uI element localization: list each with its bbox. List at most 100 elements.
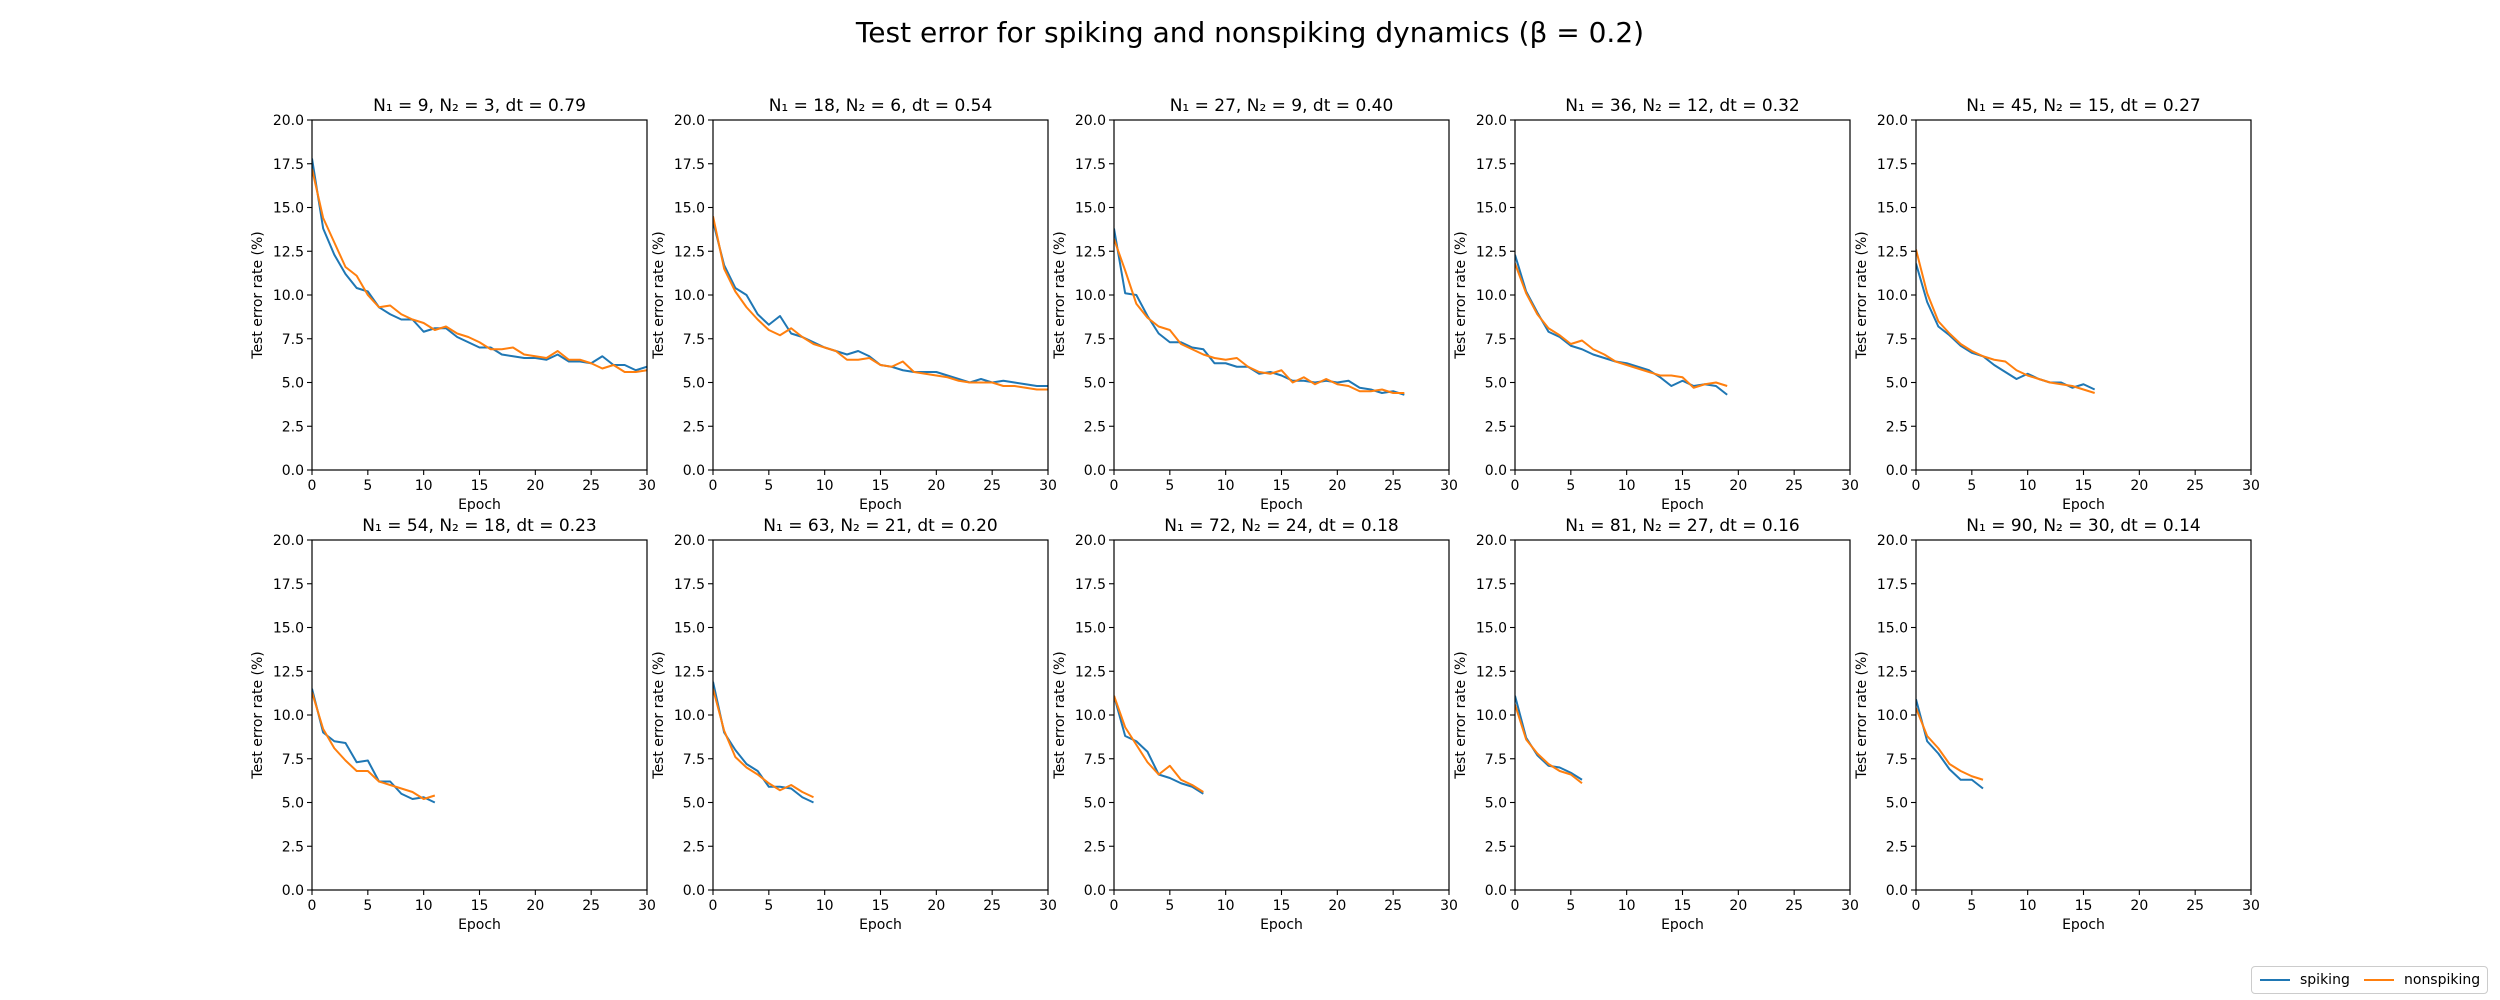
y-axis-label: Test error rate (%) bbox=[1052, 231, 1068, 359]
x-tick-label: 30 bbox=[2242, 898, 2260, 914]
subplot-title: N₁ = 90, N₂ = 30, dt = 0.14 bbox=[1966, 516, 2200, 536]
x-tick-label: 25 bbox=[1384, 478, 1402, 494]
series-line-nonspiking bbox=[1114, 695, 1204, 793]
series-line-nonspiking bbox=[713, 688, 814, 799]
axes-frame bbox=[712, 119, 1049, 471]
x-tick-label: 15 bbox=[872, 898, 890, 914]
y-tick-label: 17.5 bbox=[273, 157, 304, 173]
y-tick-label: 2.5 bbox=[683, 419, 705, 435]
x-axis-label: Epoch bbox=[1260, 497, 1303, 513]
x-tick-label: 20 bbox=[927, 478, 945, 494]
y-tick-label: 2.5 bbox=[1084, 839, 1106, 855]
y-tick-label: 15.0 bbox=[1476, 201, 1507, 217]
y-axis-label: Test error rate (%) bbox=[1854, 231, 1870, 359]
x-tick-label: 0 bbox=[1511, 478, 1520, 494]
y-tick-label: 17.5 bbox=[273, 577, 304, 593]
x-tick-label: 10 bbox=[415, 898, 433, 914]
x-tick-label: 20 bbox=[1729, 478, 1747, 494]
y-axis-label: Test error rate (%) bbox=[250, 651, 266, 779]
y-tick-label: 17.5 bbox=[1877, 157, 1908, 173]
y-tick-label: 10.0 bbox=[273, 288, 304, 304]
x-axis-label: Epoch bbox=[458, 497, 501, 513]
legend-label-nonspiking: nonspiking bbox=[2404, 972, 2481, 988]
y-tick-label: 0.0 bbox=[1485, 883, 1507, 899]
legend-item-nonspiking: nonspiking bbox=[2364, 970, 2480, 990]
x-tick-label: 5 bbox=[764, 478, 773, 494]
x-tick-label: 0 bbox=[1110, 898, 1119, 914]
y-tick-label: 5.0 bbox=[1084, 796, 1106, 812]
x-tick-label: 20 bbox=[1328, 898, 1346, 914]
series-line-spiking bbox=[312, 158, 647, 372]
x-tick-label: 20 bbox=[526, 898, 544, 914]
x-tick-label: 15 bbox=[471, 478, 489, 494]
x-tick-label: 5 bbox=[363, 478, 372, 494]
y-tick-label: 7.5 bbox=[282, 332, 304, 348]
x-tick-label: 0 bbox=[709, 898, 718, 914]
y-axis-label: Test error rate (%) bbox=[1453, 231, 1469, 359]
y-tick-label: 12.5 bbox=[1476, 664, 1507, 680]
x-axis-label: Epoch bbox=[1260, 917, 1303, 933]
series-line-nonspiking bbox=[312, 691, 436, 800]
y-tick-label: 5.0 bbox=[683, 796, 705, 812]
x-tick-label: 20 bbox=[526, 478, 544, 494]
y-tick-label: 20.0 bbox=[273, 533, 304, 549]
y-tick-label: 15.0 bbox=[1075, 201, 1106, 217]
x-tick-label: 15 bbox=[1273, 898, 1291, 914]
subplot-title: N₁ = 27, N₂ = 9, dt = 0.40 bbox=[1170, 96, 1394, 116]
y-tick-label: 5.0 bbox=[1485, 796, 1507, 812]
x-tick-label: 30 bbox=[638, 478, 656, 494]
y-tick-label: 15.0 bbox=[273, 201, 304, 217]
y-tick-label: 10.0 bbox=[1476, 708, 1507, 724]
x-tick-label: 20 bbox=[2130, 478, 2148, 494]
y-tick-label: 15.0 bbox=[1476, 621, 1507, 637]
y-tick-label: 5.0 bbox=[1084, 376, 1106, 392]
x-tick-label: 15 bbox=[2075, 898, 2093, 914]
y-tick-label: 2.5 bbox=[683, 839, 705, 855]
y-tick-label: 17.5 bbox=[1075, 157, 1106, 173]
x-tick-label: 25 bbox=[983, 478, 1001, 494]
x-tick-label: 5 bbox=[1967, 898, 1976, 914]
x-tick-label: 0 bbox=[709, 478, 718, 494]
x-tick-label: 0 bbox=[308, 478, 317, 494]
y-tick-label: 0.0 bbox=[683, 883, 705, 899]
x-tick-label: 15 bbox=[1674, 478, 1692, 494]
y-tick-label: 20.0 bbox=[1877, 113, 1908, 129]
y-axis-label: Test error rate (%) bbox=[250, 231, 266, 359]
y-axis-label: Test error rate (%) bbox=[651, 231, 667, 359]
y-tick-label: 17.5 bbox=[674, 577, 705, 593]
y-tick-label: 0.0 bbox=[1084, 883, 1106, 899]
y-tick-label: 0.0 bbox=[1886, 463, 1908, 479]
subplot-10: 0 5 10 15 20 25 30 0.0 2.5 5.0 7.5 10.0 12.5 15.0 17.5… bbox=[1854, 516, 2260, 933]
y-tick-label: 20.0 bbox=[1476, 113, 1507, 129]
subplot-title: N₁ = 18, N₂ = 6, dt = 0.54 bbox=[769, 96, 993, 116]
y-tick-label: 10.0 bbox=[674, 708, 705, 724]
y-tick-label: 15.0 bbox=[674, 201, 705, 217]
y-tick-label: 7.5 bbox=[1485, 332, 1507, 348]
legend-swatch-spiking bbox=[2260, 979, 2290, 981]
x-tick-label: 20 bbox=[927, 898, 945, 914]
y-tick-label: 20.0 bbox=[1075, 113, 1106, 129]
x-axis-label: Epoch bbox=[859, 917, 902, 933]
x-axis-label: Epoch bbox=[458, 917, 501, 933]
series-line-nonspiking bbox=[1114, 238, 1405, 394]
y-tick-label: 10.0 bbox=[674, 288, 705, 304]
x-tick-label: 0 bbox=[1110, 478, 1119, 494]
axes-frame bbox=[1113, 539, 1450, 891]
x-tick-label: 15 bbox=[2075, 478, 2093, 494]
series-line-nonspiking bbox=[1916, 707, 1984, 781]
y-tick-label: 5.0 bbox=[1886, 796, 1908, 812]
figure-title: Test error for spiking and nonspiking dy… bbox=[855, 16, 1644, 49]
y-tick-label: 20.0 bbox=[1877, 533, 1908, 549]
y-tick-label: 10.0 bbox=[1476, 288, 1507, 304]
y-tick-label: 10.0 bbox=[1877, 288, 1908, 304]
y-tick-label: 0.0 bbox=[282, 463, 304, 479]
legend-label-spiking: spiking bbox=[2300, 972, 2350, 988]
y-tick-label: 10.0 bbox=[273, 708, 304, 724]
series-line-nonspiking bbox=[1515, 263, 1728, 389]
y-tick-label: 20.0 bbox=[674, 113, 705, 129]
x-axis-label: Epoch bbox=[2062, 917, 2105, 933]
y-tick-label: 15.0 bbox=[674, 621, 705, 637]
y-tick-label: 7.5 bbox=[282, 752, 304, 768]
y-tick-label: 10.0 bbox=[1075, 288, 1106, 304]
x-tick-label: 10 bbox=[415, 478, 433, 494]
